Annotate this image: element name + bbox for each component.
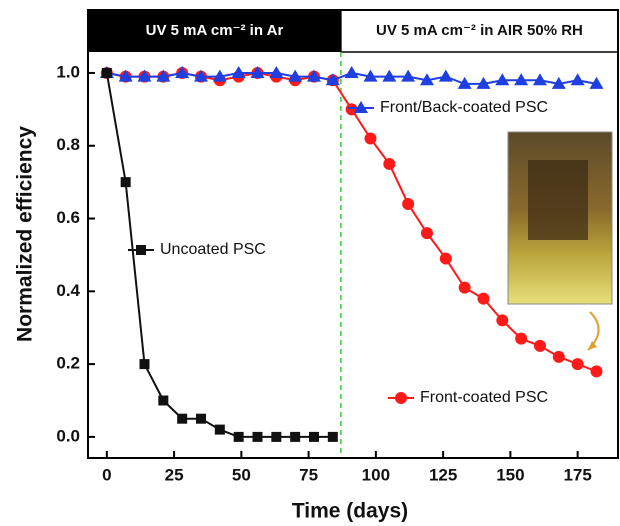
marker <box>571 73 585 85</box>
marker <box>421 227 433 239</box>
marker <box>309 432 319 442</box>
x-tick-label: 75 <box>299 465 318 484</box>
marker <box>383 158 395 170</box>
x-tick-label: 50 <box>232 465 251 484</box>
marker <box>290 432 300 442</box>
y-tick-label: 1.0 <box>56 62 80 81</box>
marker <box>590 365 602 377</box>
marker <box>496 314 508 326</box>
x-tick-label: 125 <box>429 465 457 484</box>
marker <box>459 282 471 294</box>
x-tick-label: 175 <box>563 465 591 484</box>
marker <box>196 414 206 424</box>
marker <box>328 432 338 442</box>
chart: Time (days) Normalized efficiency UV 5 m… <box>0 0 620 526</box>
marker <box>534 340 546 352</box>
legend-label: Front/Back-coated PSC <box>380 99 548 116</box>
marker <box>572 358 584 370</box>
x-axis-title: Time (days) <box>292 500 408 523</box>
inset-photo <box>508 132 612 350</box>
x-tick-label: 25 <box>165 465 184 484</box>
legend-marker <box>395 392 407 404</box>
y-tick-label: 0.2 <box>56 354 80 373</box>
y-tick-label: 0.0 <box>56 426 80 445</box>
marker <box>515 333 527 345</box>
marker <box>252 432 262 442</box>
marker <box>271 432 281 442</box>
y-tick-label: 0.6 <box>56 208 80 227</box>
marker <box>139 359 149 369</box>
x-tick-label: 100 <box>362 465 390 484</box>
legend-marker <box>136 245 146 255</box>
legend-label: Front-coated PSC <box>420 389 548 406</box>
legend-label: Uncoated PSC <box>160 241 266 258</box>
marker <box>234 432 244 442</box>
marker <box>102 68 112 78</box>
x-tick-label: 150 <box>496 465 524 484</box>
marker <box>402 198 414 210</box>
y-tick-label: 0.8 <box>56 135 80 154</box>
marker <box>177 414 187 424</box>
y-tick-label: 0.4 <box>56 281 80 300</box>
marker <box>121 177 131 187</box>
x-tick-label: 0 <box>102 465 111 484</box>
marker <box>439 70 453 82</box>
marker <box>477 293 489 305</box>
marker <box>215 425 225 435</box>
marker <box>440 253 452 265</box>
header-label: UV 5 mA cm⁻² in AIR 50% RH <box>376 22 583 39</box>
header-label: UV 5 mA cm⁻² in Ar <box>146 22 284 39</box>
marker <box>553 351 565 363</box>
marker <box>346 103 358 115</box>
marker <box>345 66 359 78</box>
y-axis-title: Normalized efficiency <box>14 126 37 342</box>
marker <box>364 132 376 144</box>
marker <box>158 395 168 405</box>
